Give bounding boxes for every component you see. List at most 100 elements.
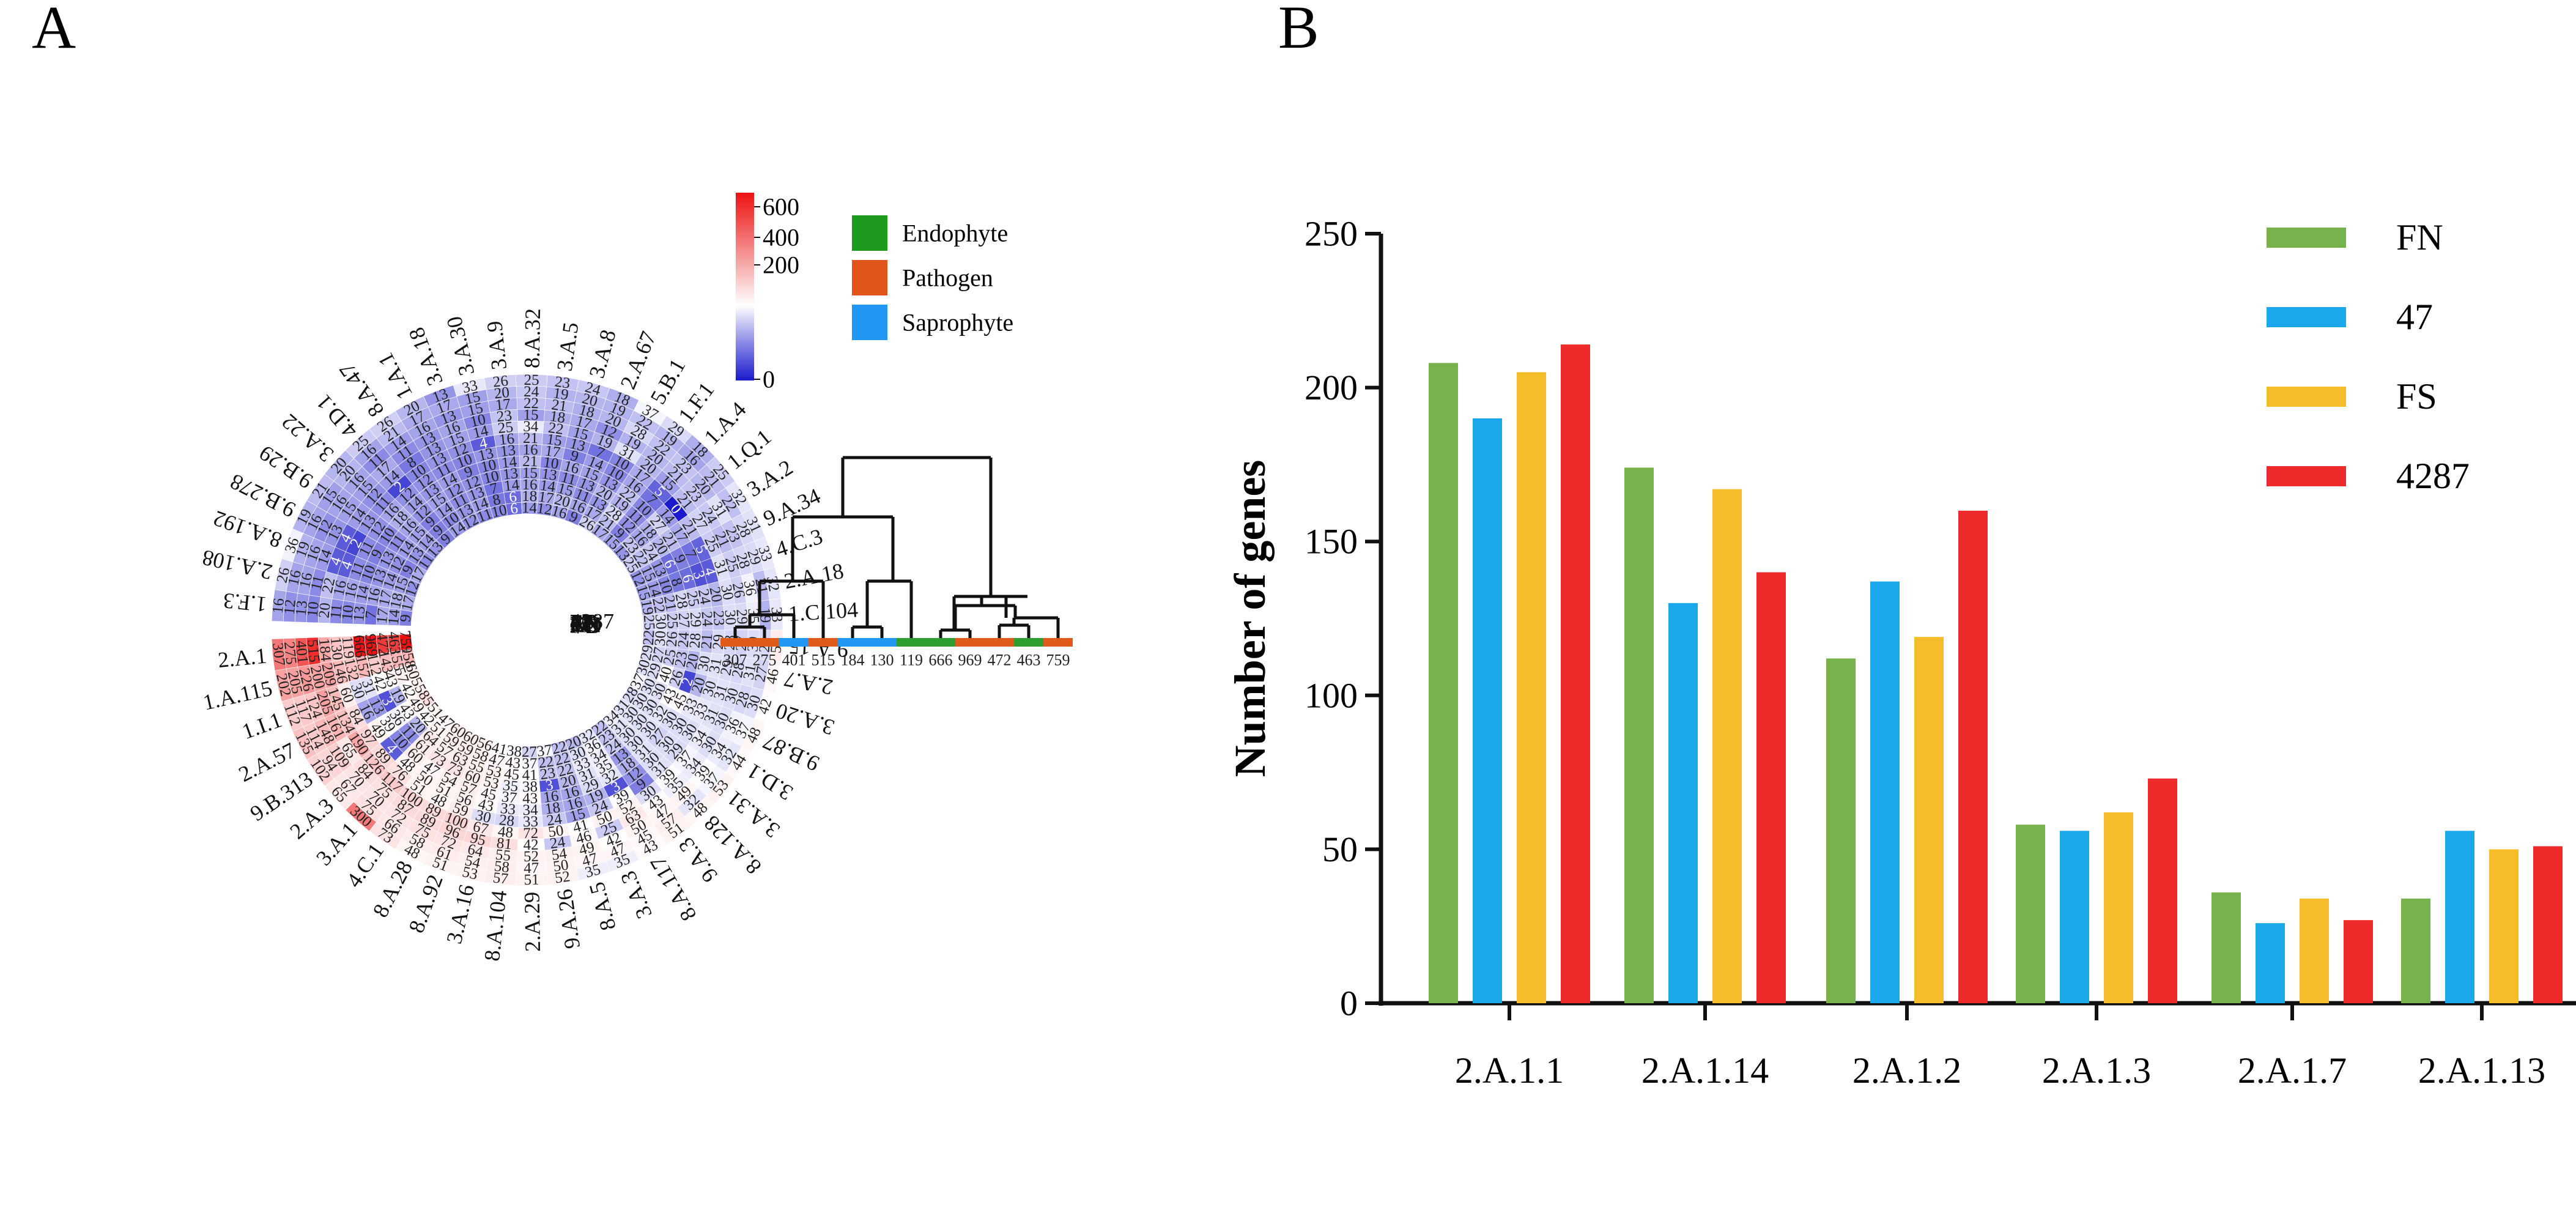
panel-label-a: A xyxy=(32,0,76,61)
heatmap-cell-value: 18 xyxy=(522,488,537,505)
legend-label: 47 xyxy=(2396,297,2433,337)
strip-value: 969 xyxy=(958,651,982,669)
heatmap-cell-value: 21 xyxy=(523,430,538,447)
bar-FN-2.A.1.13 xyxy=(2401,898,2430,1003)
heatmap-cell-value: 38 xyxy=(506,743,523,761)
heatmap-row-label: 8.A.104 xyxy=(479,889,511,962)
heatmap-row-label: 4.C.3 xyxy=(772,524,826,562)
x-tick-label: 2.A.1.14 xyxy=(1641,1050,1769,1091)
heatmap-cell-value: 7 xyxy=(363,610,380,620)
legend-swatch-4287 xyxy=(2267,466,2346,486)
y-tick-label: 100 xyxy=(1305,675,1358,715)
heatmap-cell-value: 19 xyxy=(637,598,656,617)
group-strip-cell xyxy=(838,638,867,647)
strip-value: 119 xyxy=(900,651,923,669)
bar-FS-2.A.1.13 xyxy=(2489,849,2519,1003)
group-strip-cell xyxy=(750,638,779,647)
bar-FN-2.A.1.14 xyxy=(1624,467,1654,1003)
group-strip-cell xyxy=(1014,638,1043,647)
heatmap-cell-value: 9 xyxy=(397,614,414,623)
x-tick-label: 2.A.1.2 xyxy=(1852,1050,1961,1091)
group-strip-cell xyxy=(1043,638,1073,647)
heatmap-row-label: 9.A.26 xyxy=(552,888,585,951)
group-legend-swatch xyxy=(852,215,887,251)
heatmap-cell-value: 6 xyxy=(508,489,517,506)
bar-FN-2.A.1.1 xyxy=(1429,363,1458,1003)
bar-4287-2.A.1.3 xyxy=(2148,778,2177,1003)
heatmap-cell-value: 16 xyxy=(522,442,538,458)
group-legend-swatch xyxy=(852,260,887,295)
legend-swatch-FN xyxy=(2267,228,2346,248)
group-legend-label: Endophyte xyxy=(902,220,1008,247)
heatmap-cell-value: 6 xyxy=(509,500,519,518)
heatmap-row-label: 3.A.20 xyxy=(772,699,837,740)
bar-4287-2.A.1.13 xyxy=(2533,846,2563,1003)
strip-value: 472 xyxy=(988,651,1012,669)
legend-label: FN xyxy=(2396,217,2443,258)
group-legend-label: Saprophyte xyxy=(902,309,1013,336)
colorbar-tick-label: 400 xyxy=(763,224,799,251)
heatmap-row-label: 1.A.115 xyxy=(201,675,275,714)
bar-47-2.A.1.2 xyxy=(1870,581,1900,1003)
heatmap-cell-value: 52 xyxy=(524,848,539,865)
strip-value: 666 xyxy=(929,651,953,669)
group-strip-cell xyxy=(955,638,985,647)
heatmap-cell-value: 21 xyxy=(522,453,538,470)
heatmap-cell-value: 22 xyxy=(524,395,539,412)
heatmap-cell-value: 34 xyxy=(523,418,539,435)
bar-FN-2.A.1.7 xyxy=(2211,892,2241,1003)
bar-4287-2.A.1.7 xyxy=(2344,920,2373,1003)
legend-label: FS xyxy=(2396,376,2437,417)
bar-4287-2.A.1.14 xyxy=(1756,572,1786,1003)
bar-FS-2.A.1.7 xyxy=(2300,898,2329,1003)
x-tick-label: 2.A.1.13 xyxy=(2418,1050,2545,1091)
heatmap-row-label: 2.A.108 xyxy=(200,545,275,584)
strip-value: 401 xyxy=(782,651,806,669)
y-tick-label: 50 xyxy=(1322,829,1358,869)
heatmap-cell-value: 16 xyxy=(522,477,537,493)
heatmap-row-label: 3.A.16 xyxy=(442,882,479,946)
x-tick-label: 2.A.1.3 xyxy=(2042,1050,2151,1091)
heatmap-row-label: 3.A.5 xyxy=(552,321,583,373)
heatmap-cell-value: 33 xyxy=(523,814,538,830)
heatmap-row-label: 8.A.32 xyxy=(519,308,545,369)
heatmap-cell-value: 25 xyxy=(640,614,658,631)
heatmap-row-label: 8.A.5 xyxy=(584,880,621,933)
bar-4287-2.A.1.1 xyxy=(1561,344,1590,1003)
heatmap-cell-value: 37 xyxy=(536,741,553,760)
legend-swatch-FS xyxy=(2267,387,2346,407)
bar-FN-2.A.1.3 xyxy=(2016,825,2045,1003)
heatmap-cell-value: 759 xyxy=(396,629,415,654)
heatmap-cell-value: 15 xyxy=(522,465,538,481)
heatmap-row-label: 1.F.3 xyxy=(222,588,268,617)
y-tick-label: 250 xyxy=(1305,214,1358,254)
strain-label: VD xyxy=(570,614,602,638)
group-strip-cell xyxy=(897,638,926,647)
group-legend-label: Pathogen xyxy=(902,264,993,292)
bar-chart: 0 50 100 150 200 250 Number of genes 2.A.1.1 2.A… xyxy=(1226,214,2576,1091)
heatmap-cell-value: 27 xyxy=(522,744,537,760)
strip-value: 463 xyxy=(1017,651,1041,669)
bar-FS-2.A.1.14 xyxy=(1712,489,1742,1003)
heatmap-cell-value: 12 xyxy=(536,500,553,518)
strip-value: 184 xyxy=(841,651,865,669)
heatmap-row-label: 3.A.9 xyxy=(482,320,511,371)
heatmap-cell-value: 43 xyxy=(522,790,538,807)
bar-47-2.A.1.13 xyxy=(2445,831,2474,1003)
strip-value: 275 xyxy=(753,651,777,669)
heatmap-row-label: 3.A.30 xyxy=(442,314,479,378)
bar-FS-2.A.1.2 xyxy=(1914,637,1944,1003)
bar-47-2.A.1.3 xyxy=(2060,831,2089,1003)
x-tick-label: 2.A.1.7 xyxy=(2238,1050,2347,1091)
colorbar xyxy=(736,193,754,380)
group-strip-cell xyxy=(809,638,838,647)
heatmap-row-label: 3.A.8 xyxy=(584,327,621,381)
heatmap-cell-value: 34 xyxy=(522,802,538,818)
bar-FS-2.A.1.1 xyxy=(1517,372,1546,1004)
heatmap-cell-value: 37 xyxy=(522,755,537,772)
bar-47-2.A.1.7 xyxy=(2256,923,2285,1003)
heatmap-cell-value: 14 xyxy=(522,500,538,516)
x-tick-label: 2.A.1.1 xyxy=(1455,1050,1564,1091)
